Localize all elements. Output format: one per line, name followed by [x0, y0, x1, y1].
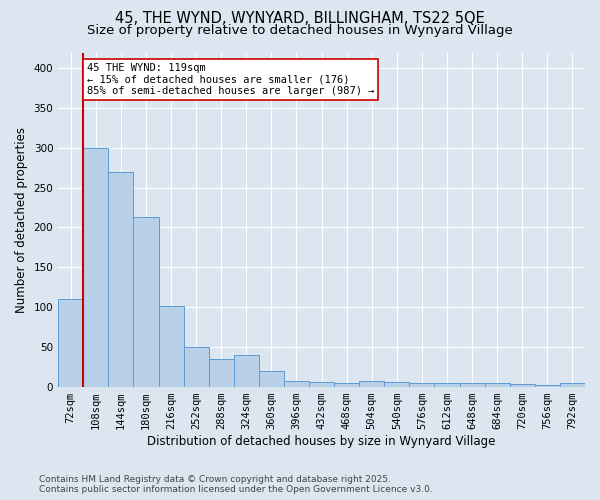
Bar	[434, 382, 460, 386]
Bar	[309, 382, 334, 386]
Bar	[259, 370, 284, 386]
Bar	[409, 382, 434, 386]
Text: Size of property relative to detached houses in Wynyard Village: Size of property relative to detached ho…	[87, 24, 513, 37]
Bar	[83, 148, 109, 386]
Bar	[385, 382, 409, 386]
Bar	[209, 358, 234, 386]
Text: Contains HM Land Registry data © Crown copyright and database right 2025.
Contai: Contains HM Land Registry data © Crown c…	[39, 474, 433, 494]
Bar	[560, 384, 585, 386]
Text: 45 THE WYND: 119sqm
← 15% of detached houses are smaller (176)
85% of semi-detac: 45 THE WYND: 119sqm ← 15% of detached ho…	[87, 63, 374, 96]
Bar	[58, 299, 83, 386]
Bar	[510, 384, 535, 386]
Bar	[485, 382, 510, 386]
Bar	[334, 382, 359, 386]
Bar	[109, 172, 133, 386]
Bar	[359, 381, 385, 386]
Bar	[284, 381, 309, 386]
Text: 45, THE WYND, WYNYARD, BILLINGHAM, TS22 5QE: 45, THE WYND, WYNYARD, BILLINGHAM, TS22 …	[115, 11, 485, 26]
Bar	[460, 384, 485, 386]
Bar	[133, 217, 158, 386]
Bar	[158, 306, 184, 386]
Bar	[234, 355, 259, 386]
Bar	[184, 347, 209, 387]
Y-axis label: Number of detached properties: Number of detached properties	[15, 126, 28, 312]
Bar	[535, 385, 560, 386]
X-axis label: Distribution of detached houses by size in Wynyard Village: Distribution of detached houses by size …	[148, 434, 496, 448]
